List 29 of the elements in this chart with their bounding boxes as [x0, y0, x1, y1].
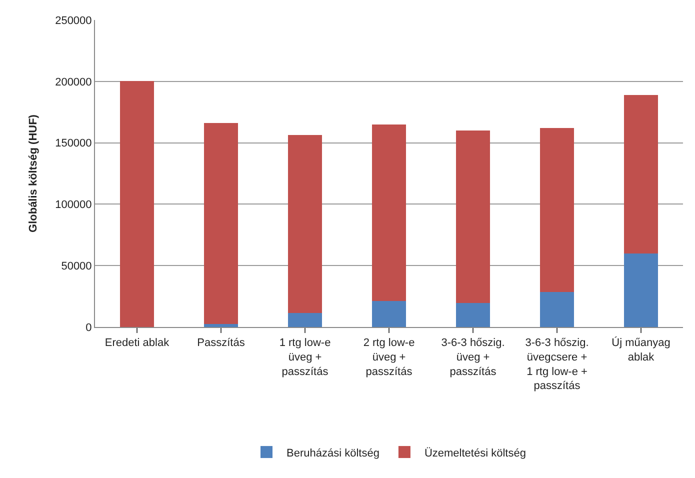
- x-tick-label: 3-6-3 hőszig. üveg + passzítás: [441, 337, 505, 378]
- bar: [288, 312, 322, 327]
- x-tick-label: Eredeti ablak: [104, 337, 170, 350]
- y-axis-title: Globális költség (HUF): [28, 114, 40, 232]
- bar: [204, 123, 238, 324]
- bar: [456, 303, 490, 327]
- bar: [624, 94, 658, 254]
- bar: [624, 253, 658, 327]
- x-tick-label: Passzítás: [197, 337, 246, 350]
- y-tick-label: 150000: [55, 138, 92, 150]
- y-tick-label: 100000: [55, 199, 92, 212]
- x-tick-label: Új műanyag ablak: [612, 336, 670, 364]
- x-tick-label: 3-6-3 hőszig. üvegcsere + 1 rtg low-e + passzítás: [525, 337, 589, 392]
- bar: [540, 292, 574, 327]
- bar: [372, 124, 406, 302]
- bar: [120, 80, 154, 327]
- bar: [540, 128, 574, 292]
- bar: [204, 324, 238, 327]
- bar: [372, 301, 406, 327]
- bar: [288, 134, 322, 313]
- y-tick-label: 0: [86, 322, 92, 334]
- bar: [456, 130, 490, 304]
- legend-label: Beruházási költség: [286, 447, 380, 460]
- y-tick-label: 200000: [55, 76, 92, 88]
- y-tick-label: 50000: [61, 260, 92, 272]
- y-tick-label: 250000: [55, 14, 92, 27]
- x-tick-label: 1 rtg low-e üveg + passzítás: [279, 337, 331, 378]
- x-tick-label: 2 rtg low-e üveg + passzítás: [363, 337, 415, 378]
- legend-label: Üzemeltetési költség: [424, 446, 526, 460]
